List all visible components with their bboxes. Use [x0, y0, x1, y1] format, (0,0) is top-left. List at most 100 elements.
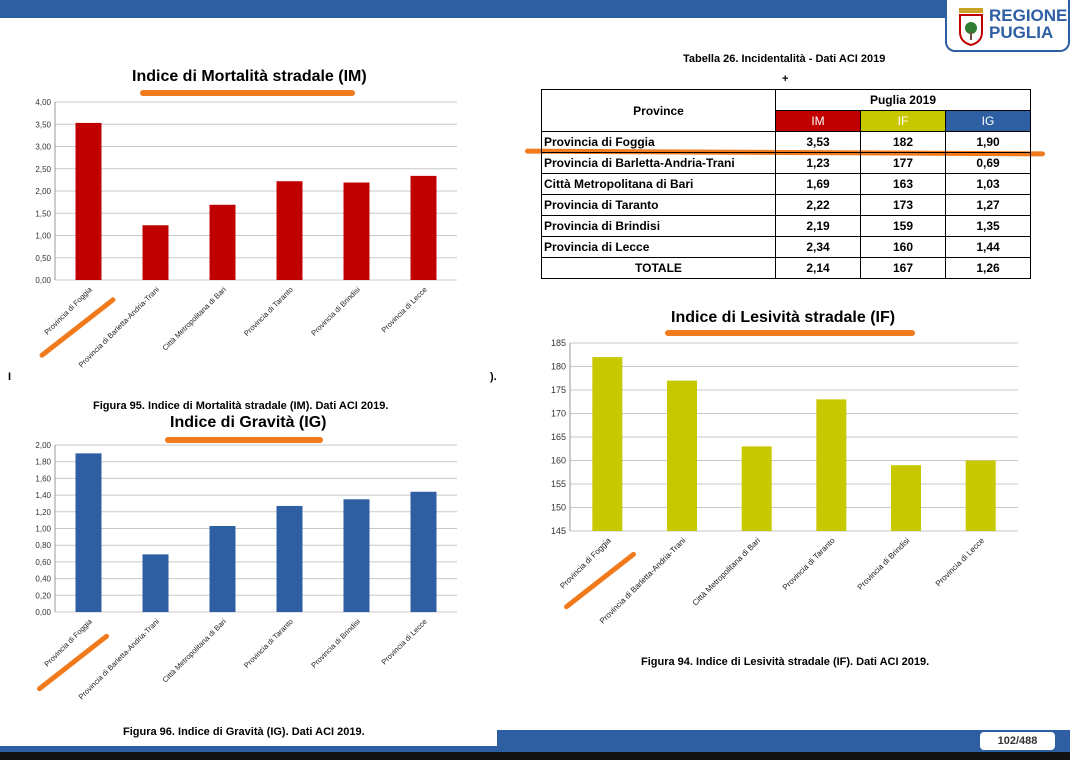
- x-tick-label: Provincia di Lecce: [380, 285, 429, 334]
- logo-text-line1: REGIONE: [989, 6, 1068, 25]
- x-tick-label: Provincia di Taranto: [242, 285, 295, 338]
- y-tick-label: 0,00: [35, 608, 51, 617]
- row-if: 182: [860, 131, 946, 153]
- table-row: Città Metropolitana di Bari 1,69 163 1,0…: [541, 173, 1031, 195]
- row-im: 2,19: [775, 215, 861, 237]
- bar: [276, 505, 303, 612]
- row-ig: 1,44: [945, 236, 1031, 258]
- table-header-group: Puglia 2019: [775, 89, 1031, 111]
- bar: [276, 181, 303, 280]
- x-tick-label: Provincia di Barletta-Andria-Trani: [598, 536, 688, 626]
- y-tick-label: 0,00: [35, 276, 51, 285]
- logo-text-line2: PUGLIA: [989, 23, 1054, 42]
- y-tick-label: 145: [551, 526, 566, 536]
- row-ig: 1,90: [945, 131, 1031, 153]
- x-tick-label: Provincia di Taranto: [781, 536, 837, 592]
- y-tick-label: 1,40: [35, 491, 51, 500]
- ig-chart-title: Indice di Gravità (IG): [170, 414, 327, 431]
- y-tick-label: 0,20: [35, 591, 51, 600]
- if-chart-title: Indice di Lesività stradale (IF): [671, 309, 896, 326]
- table-row: Provincia di Taranto 2,22 173 1,27: [541, 194, 1031, 216]
- table-row: Provincia di Foggia 3,53 182 1,90: [541, 131, 1031, 153]
- row-province: Città Metropolitana di Bari: [541, 173, 776, 195]
- y-tick-label: 1,20: [35, 508, 51, 517]
- row-im: 1,69: [775, 173, 861, 195]
- y-tick-label: 2,00: [35, 187, 51, 196]
- y-tick-label: 160: [551, 456, 566, 466]
- ig-bar-chart: 0,00 0,20 0,40 0,60 0,80 1,00 1,20 1,40 1,60 1,80…: [35, 441, 457, 702]
- footer-line: [0, 746, 1070, 752]
- bar: [142, 225, 169, 280]
- row-if: 160: [860, 236, 946, 258]
- x-tick-label: Provincia di Brindisi: [309, 617, 362, 670]
- x-tick-label: Provincia di Lecce: [934, 536, 987, 589]
- x-tick-label: Città Metropolitana di Bari: [161, 285, 229, 353]
- row-province: Provincia di Taranto: [541, 194, 776, 216]
- table-header-ig: IG: [945, 110, 1031, 132]
- table-row: Provincia di Barletta-Andria-Trani 1,23 …: [541, 152, 1031, 174]
- y-tick-label: 170: [551, 409, 566, 419]
- row-ig: 0,69: [945, 152, 1031, 174]
- screen-edge: [0, 752, 1070, 760]
- row-im: 2,22: [775, 194, 861, 216]
- x-tick-label: Provincia di Lecce: [380, 617, 429, 666]
- y-tick-label: 0,40: [35, 575, 51, 584]
- table-title: Tabella 26. Incidentalità - Dati ACI 201…: [683, 53, 886, 65]
- row-im: 1,23: [775, 152, 861, 174]
- bar: [410, 491, 437, 612]
- bar: [209, 525, 236, 612]
- regione-puglia-logo: REGIONE PUGLIA: [945, 0, 1070, 52]
- highlight-im-title: [140, 90, 355, 96]
- bar: [142, 554, 169, 612]
- y-tick-label: 1,00: [35, 232, 51, 241]
- x-tick-label: Provincia di Barletta-Andria-Trani: [77, 617, 162, 702]
- y-tick-label: 0,50: [35, 254, 51, 263]
- y-tick-label: 165: [551, 432, 566, 442]
- y-tick-label: 0,60: [35, 558, 51, 567]
- row-im: 3,53: [775, 131, 861, 153]
- x-tick-label: Provincia di Brindisi: [309, 285, 362, 338]
- row-if: 173: [860, 194, 946, 216]
- y-tick-label: 150: [551, 503, 566, 513]
- x-tick-label: Città Metropolitana di Bari: [691, 536, 763, 608]
- page-number: 102/488: [980, 732, 1055, 750]
- y-tick-label: 1,80: [35, 458, 51, 467]
- row-ig: 1,27: [945, 194, 1031, 216]
- bar: [75, 122, 102, 280]
- incidentalita-table: Province Puglia 2019 IM IF IG Provincia …: [541, 89, 1031, 279]
- bar: [667, 380, 697, 531]
- top-banner: [0, 0, 945, 18]
- plus-mark: +: [782, 73, 789, 85]
- bar: [816, 399, 847, 531]
- x-tick-label: Provincia di Brindisi: [856, 536, 912, 592]
- stray-mark: I: [8, 371, 12, 383]
- highlight-if-title: [665, 330, 915, 336]
- table-total-row: TOTALE 2,14 167 1,26: [541, 257, 1031, 279]
- table-header-if: IF: [860, 110, 946, 132]
- bar: [343, 499, 370, 612]
- im-chart-title: Indice di Mortalità stradale (IM): [132, 68, 367, 85]
- y-tick-label: 3,00: [35, 143, 51, 152]
- y-tick-label: 2,00: [35, 441, 51, 450]
- x-tick-label: Provincia di Foggia: [558, 536, 613, 591]
- row-if: 159: [860, 215, 946, 237]
- x-tick-label: Provincia di Foggia: [42, 616, 94, 668]
- x-tick-label: Provincia di Taranto: [242, 617, 295, 670]
- row-im: 2,34: [775, 236, 861, 258]
- stray-mark: ).: [490, 371, 497, 383]
- x-tick-label: Provincia di Barletta-Andria-Trani: [77, 285, 162, 370]
- highlight-ig-title: [165, 437, 323, 443]
- x-tick-label: Città Metropolitana di Bari: [161, 617, 229, 685]
- total-ig: 1,26: [945, 257, 1031, 279]
- if-bar-chart: 145 150 155 160 165 170 175 180 185 Provincia di …: [551, 338, 1018, 626]
- bar: [410, 175, 437, 280]
- row-province: Provincia di Brindisi: [541, 215, 776, 237]
- y-tick-label: 1,50: [35, 209, 51, 218]
- y-tick-label: 180: [551, 362, 566, 372]
- row-if: 177: [860, 152, 946, 174]
- y-tick-label: 1,60: [35, 474, 51, 483]
- bar: [209, 204, 236, 280]
- y-tick-label: 155: [551, 479, 566, 489]
- row-province: Provincia di Barletta-Andria-Trani: [541, 152, 776, 174]
- row-ig: 1,03: [945, 173, 1031, 195]
